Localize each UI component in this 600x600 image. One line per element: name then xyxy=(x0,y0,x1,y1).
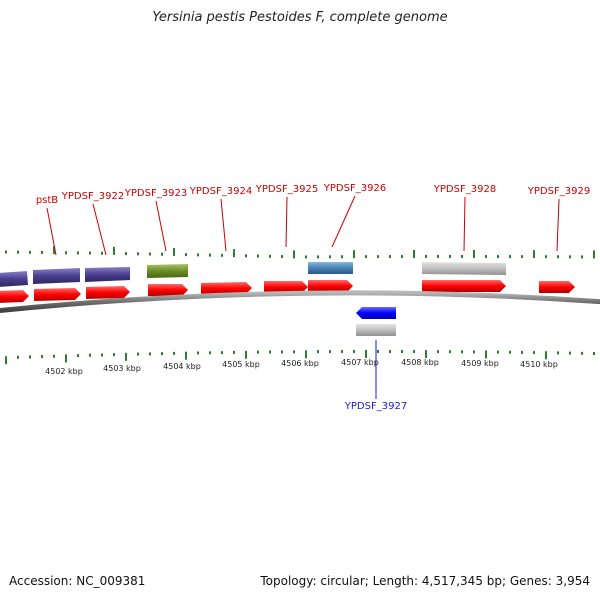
cds-arrow xyxy=(539,281,575,293)
cds-arrow xyxy=(148,284,188,296)
map-title: Yersinia pestis Pestoides F, complete ge… xyxy=(152,10,448,25)
kbp-label: 4504 kbp xyxy=(163,362,201,371)
cds-arrow xyxy=(86,286,130,299)
gene-labels: pstB YPDSF_3922 YPDSF_3923 YPDSF_3924 YPDSF_… xyxy=(36,183,590,412)
cds-track-reverse xyxy=(356,307,396,336)
cds-arrow xyxy=(264,281,308,293)
feature-box-grey xyxy=(422,262,506,275)
gene-label: YPDSF_3922 xyxy=(61,191,124,202)
kbp-label: 4508 kbp xyxy=(401,358,439,367)
kbp-label: 4510 kbp xyxy=(520,360,558,369)
cds-arrow xyxy=(422,280,506,292)
gene-leader-line xyxy=(46,207,57,256)
gene-leader-line xyxy=(285,196,288,248)
feature-box-purple xyxy=(33,268,80,284)
gene-leader-line xyxy=(556,198,560,252)
genome-summary-text: Topology: circular; Length: 4,517,345 bp… xyxy=(260,574,590,588)
feature-box-purple xyxy=(0,271,28,287)
gene-leader-line xyxy=(155,200,167,252)
gene-label: pstB xyxy=(36,195,58,206)
gene-leader-line xyxy=(92,203,107,256)
gene-label: YPDSF_3925 xyxy=(255,184,318,195)
kbp-label: 4505 kbp xyxy=(222,360,260,369)
gene-label-reverse: YPDSF_3927 xyxy=(344,401,407,412)
feature-box-grey xyxy=(356,324,396,336)
cds-arrow-reverse xyxy=(356,307,396,319)
cds-arrow xyxy=(308,280,353,292)
cds-arrow xyxy=(0,290,29,303)
kbp-label: 4502 kbp xyxy=(45,367,83,376)
outer-tick-track xyxy=(5,246,595,259)
kbp-label: 4503 kbp xyxy=(103,364,141,373)
genome-backbone xyxy=(0,290,600,314)
cds-arrow xyxy=(34,288,81,301)
gene-leader-line xyxy=(220,198,227,252)
feature-box-purple xyxy=(85,267,130,282)
kbp-label: 4506 kbp xyxy=(281,359,319,368)
kbp-labels: 4502 kbp 4503 kbp 4504 kbp 4505 kbp 4506 kbp… xyxy=(45,358,558,376)
cds-track-forward xyxy=(0,280,575,303)
feature-track-upper xyxy=(0,262,506,287)
gene-leader-lines xyxy=(46,195,560,399)
kbp-label: 4509 kbp xyxy=(461,359,499,368)
gene-label: YPDSF_3926 xyxy=(323,183,386,194)
kbp-label: 4507 kbp xyxy=(341,358,379,367)
gene-label: YPDSF_3923 xyxy=(124,188,187,199)
feature-box-steel xyxy=(308,262,353,274)
gene-label: YPDSF_3928 xyxy=(433,184,496,195)
feature-box-olive xyxy=(147,264,188,278)
gene-leader-line xyxy=(463,196,466,252)
accession-text: Accession: NC_009381 xyxy=(9,574,146,588)
gene-leader-line xyxy=(331,195,356,248)
inner-tick-track xyxy=(5,350,595,365)
gene-label: YPDSF_3924 xyxy=(189,186,252,197)
cds-arrow xyxy=(201,282,252,295)
gene-label: YPDSF_3929 xyxy=(527,186,590,197)
